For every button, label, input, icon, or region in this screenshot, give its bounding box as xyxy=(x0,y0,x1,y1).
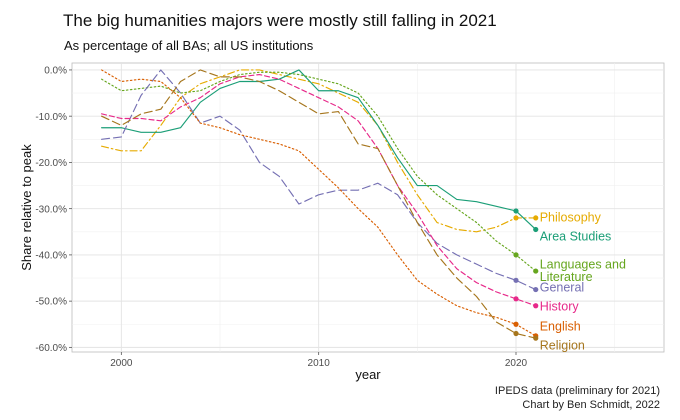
y-tick-label: -30.0% xyxy=(35,204,67,215)
series-label-philosophy: Philosophy xyxy=(540,210,602,224)
series-line-religion xyxy=(101,69,537,339)
series-label-languages-and-literature: Literature xyxy=(540,270,593,284)
y-tick-label: -10.0% xyxy=(35,112,67,123)
series-lines xyxy=(101,69,537,339)
point-philosophy-2020 xyxy=(513,215,519,221)
axes: 0.0% -10.0% -20.0% -30.0% -40.0% -50.0% -60.0%… xyxy=(19,66,528,382)
caption-source: IPEDS data (preliminary for 2021) xyxy=(494,385,660,397)
point-area-studies-2020 xyxy=(513,208,519,214)
point-religion-2021 xyxy=(533,335,539,341)
series-label-religion: Religion xyxy=(540,339,585,353)
x-axis-title: year xyxy=(355,367,381,382)
point-history-2021 xyxy=(533,303,539,309)
y-tick-label: -50.0% xyxy=(35,297,67,308)
point-history-2020 xyxy=(513,296,519,302)
series-line-english xyxy=(101,69,537,337)
grid-lines xyxy=(72,63,664,352)
y-tick-label: -40.0% xyxy=(35,250,67,261)
series-line-philosophy xyxy=(101,69,537,233)
y-tick-label: 0.0% xyxy=(44,66,67,77)
series-line-history xyxy=(101,73,537,307)
x-tick-label: 2010 xyxy=(308,358,331,369)
end-points xyxy=(513,208,539,341)
point-languages-and-literature-2020 xyxy=(513,252,519,258)
y-axis-title: Share relative to peak xyxy=(19,144,34,271)
x-tick-label: 2020 xyxy=(505,358,528,369)
series-label-languages-and-literature: Languages and xyxy=(540,258,626,272)
series-line-area-studies xyxy=(101,69,537,231)
x-tick-label: 2000 xyxy=(110,358,133,369)
chart-title: The big humanities majors were mostly st… xyxy=(63,11,497,30)
series-line-general xyxy=(101,69,537,291)
series-label-english: English xyxy=(540,320,581,334)
series-label-area-studies: Area Studies xyxy=(540,229,612,243)
point-general-2021 xyxy=(533,286,539,293)
series-labels: Philosophy Area Studies Languages andLiter… xyxy=(540,210,626,352)
caption-credit: Chart by Ben Schmidt, 2022 xyxy=(522,399,660,411)
point-area-studies-2021 xyxy=(533,226,539,233)
series-label-general: General xyxy=(540,280,584,294)
point-philosophy-2021 xyxy=(533,215,539,221)
y-tick-label: -20.0% xyxy=(35,158,67,169)
point-english-2020 xyxy=(513,321,519,327)
point-languages-and-literature-2021 xyxy=(533,268,539,274)
series-label-history: History xyxy=(540,300,580,314)
y-tick-label: -60.0% xyxy=(35,343,67,354)
point-general-2020 xyxy=(513,277,519,283)
chart-subtitle: As percentage of all BAs; all US institu… xyxy=(64,38,314,53)
point-religion-2020 xyxy=(513,330,519,337)
